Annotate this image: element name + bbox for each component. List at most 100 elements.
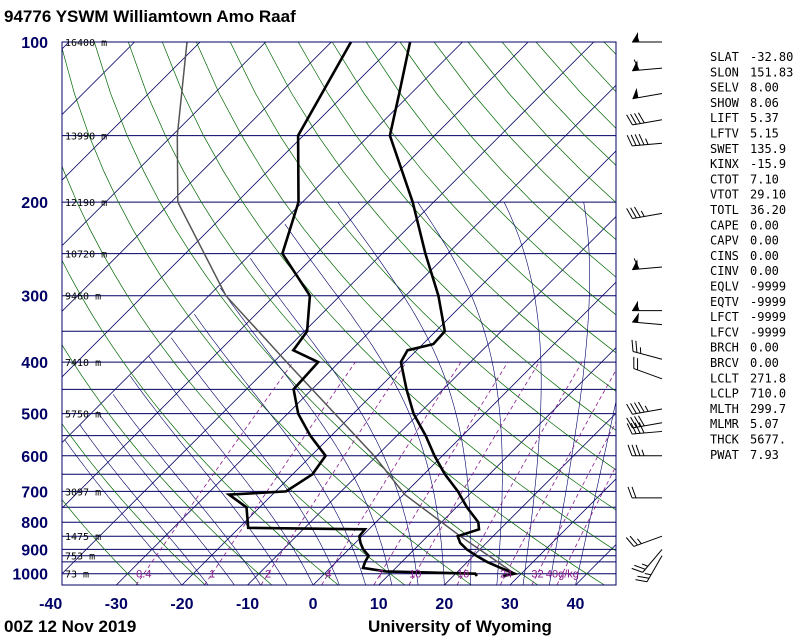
index-value: 0.00 (750, 249, 779, 263)
dry-adiabat-line (331, 42, 616, 354)
barb-shaft (632, 119, 663, 126)
mixing-ratio-label: 0.4 (136, 569, 151, 581)
barb-flag (630, 134, 637, 146)
mixing-ratio-line (456, 361, 583, 585)
dry-adiabat-line (399, 42, 616, 278)
index-value: -15.9 (750, 157, 786, 171)
dry-adiabat-line (62, 344, 273, 585)
index-value: 0.00 (750, 341, 779, 355)
mixing-ratio-line (204, 361, 356, 585)
index-value: 0.00 (750, 218, 779, 232)
barb-pennant (632, 32, 638, 42)
barb-flag (631, 567, 643, 573)
index-value: 0.00 (750, 264, 779, 278)
index-name: BRCH (710, 341, 739, 355)
index-name: SLAT (710, 50, 739, 64)
wind-barb (632, 32, 662, 43)
barb-flag (630, 403, 637, 414)
barb-flag (626, 423, 633, 435)
index-value: -9999 (750, 295, 786, 309)
wind-barb (626, 133, 663, 147)
dry-adiabat-line (263, 42, 616, 431)
barb-shaft (632, 350, 663, 360)
dry-adiabat-line (62, 164, 406, 585)
barb-pennant (632, 259, 639, 270)
barb-flag (626, 134, 633, 147)
dewpoint-profile (225, 42, 478, 577)
isotherm-line (62, 42, 267, 247)
temperature-tick-label: -30 (105, 596, 128, 613)
barb-flag (634, 134, 641, 146)
index-value: 0.00 (750, 356, 779, 370)
index-value: -9999 (750, 310, 786, 324)
wind-barb (632, 258, 663, 271)
dry-adiabat-line (161, 42, 616, 552)
height-label: 10720 m (65, 250, 107, 261)
wind-barb (626, 206, 663, 220)
barb-flag (631, 486, 637, 499)
wind-barb (633, 356, 663, 380)
height-label: 753 m (65, 552, 95, 563)
barb-half-flag (636, 35, 640, 43)
height-label: 9460 m (65, 292, 101, 303)
moist-adiabat-line (194, 314, 366, 585)
wind-barb (626, 415, 663, 429)
barb-flag (634, 564, 646, 570)
barb-shaft (632, 212, 663, 220)
isotherm-line (62, 42, 332, 312)
temperature-profile (388, 42, 519, 578)
moist-adiabat-line (130, 375, 288, 585)
temperature-tick-label: -10 (236, 596, 259, 613)
pressure-tick-label: 1000 (12, 567, 48, 584)
index-name: EQTV (710, 295, 739, 309)
height-label: 73 m (65, 570, 89, 581)
mixing-ratio-line (373, 361, 509, 585)
index-value: -9999 (750, 325, 786, 339)
dry-adiabat-line (195, 42, 616, 511)
pressure-tick-label: 300 (21, 289, 48, 306)
index-name: CAPV (710, 234, 739, 248)
isotherm-line (444, 412, 616, 585)
barb-half-flag (644, 405, 649, 412)
barb-flag (637, 401, 645, 413)
dry-adiabat-line (365, 42, 616, 316)
wind-barb (631, 549, 663, 573)
index-value: 8.00 (750, 81, 779, 95)
index-value: 29.10 (750, 188, 786, 202)
mixing-ratio-label: 7 (377, 569, 383, 581)
barb-half-flag (641, 563, 649, 567)
dry-adiabat-line (93, 42, 538, 585)
moist-adiabat-line (112, 394, 261, 585)
barb-flag (638, 422, 645, 434)
index-value: 299.7 (750, 402, 786, 416)
dry-adiabat-line (62, 46, 472, 585)
barb-shaft (632, 408, 663, 415)
barb-flag (634, 422, 641, 434)
index-name: SELV (710, 81, 739, 95)
wind-barb (627, 444, 662, 457)
isotherm-line (62, 42, 70, 50)
wind-barbs (625, 32, 663, 583)
isotherm-line (62, 42, 463, 444)
moist-adiabat-line (64, 439, 183, 585)
index-value: 5.37 (750, 111, 779, 125)
moist-adiabat-line (549, 202, 590, 585)
barb-half-flag (645, 138, 649, 145)
barb-flag (630, 416, 637, 428)
index-name: MLTH (710, 402, 739, 416)
barb-pennant (632, 300, 638, 311)
index-name: SLON (710, 65, 739, 79)
background-grid (62, 42, 616, 585)
index-name: KINX (710, 157, 740, 171)
index-value: 5.07 (750, 417, 779, 431)
moist-adiabat-line (250, 258, 419, 585)
temperature-tick-label: 40 (567, 596, 585, 613)
mixing-ratio-label: 32 (531, 569, 543, 581)
index-name: CINS (710, 249, 739, 263)
isotherm-line (62, 42, 529, 509)
barb-pennant (632, 87, 639, 99)
temperature-tick-label: -40 (39, 596, 62, 613)
isotherm-line (312, 281, 616, 585)
barb-pennant (632, 60, 639, 71)
index-value: 7.10 (750, 172, 779, 186)
